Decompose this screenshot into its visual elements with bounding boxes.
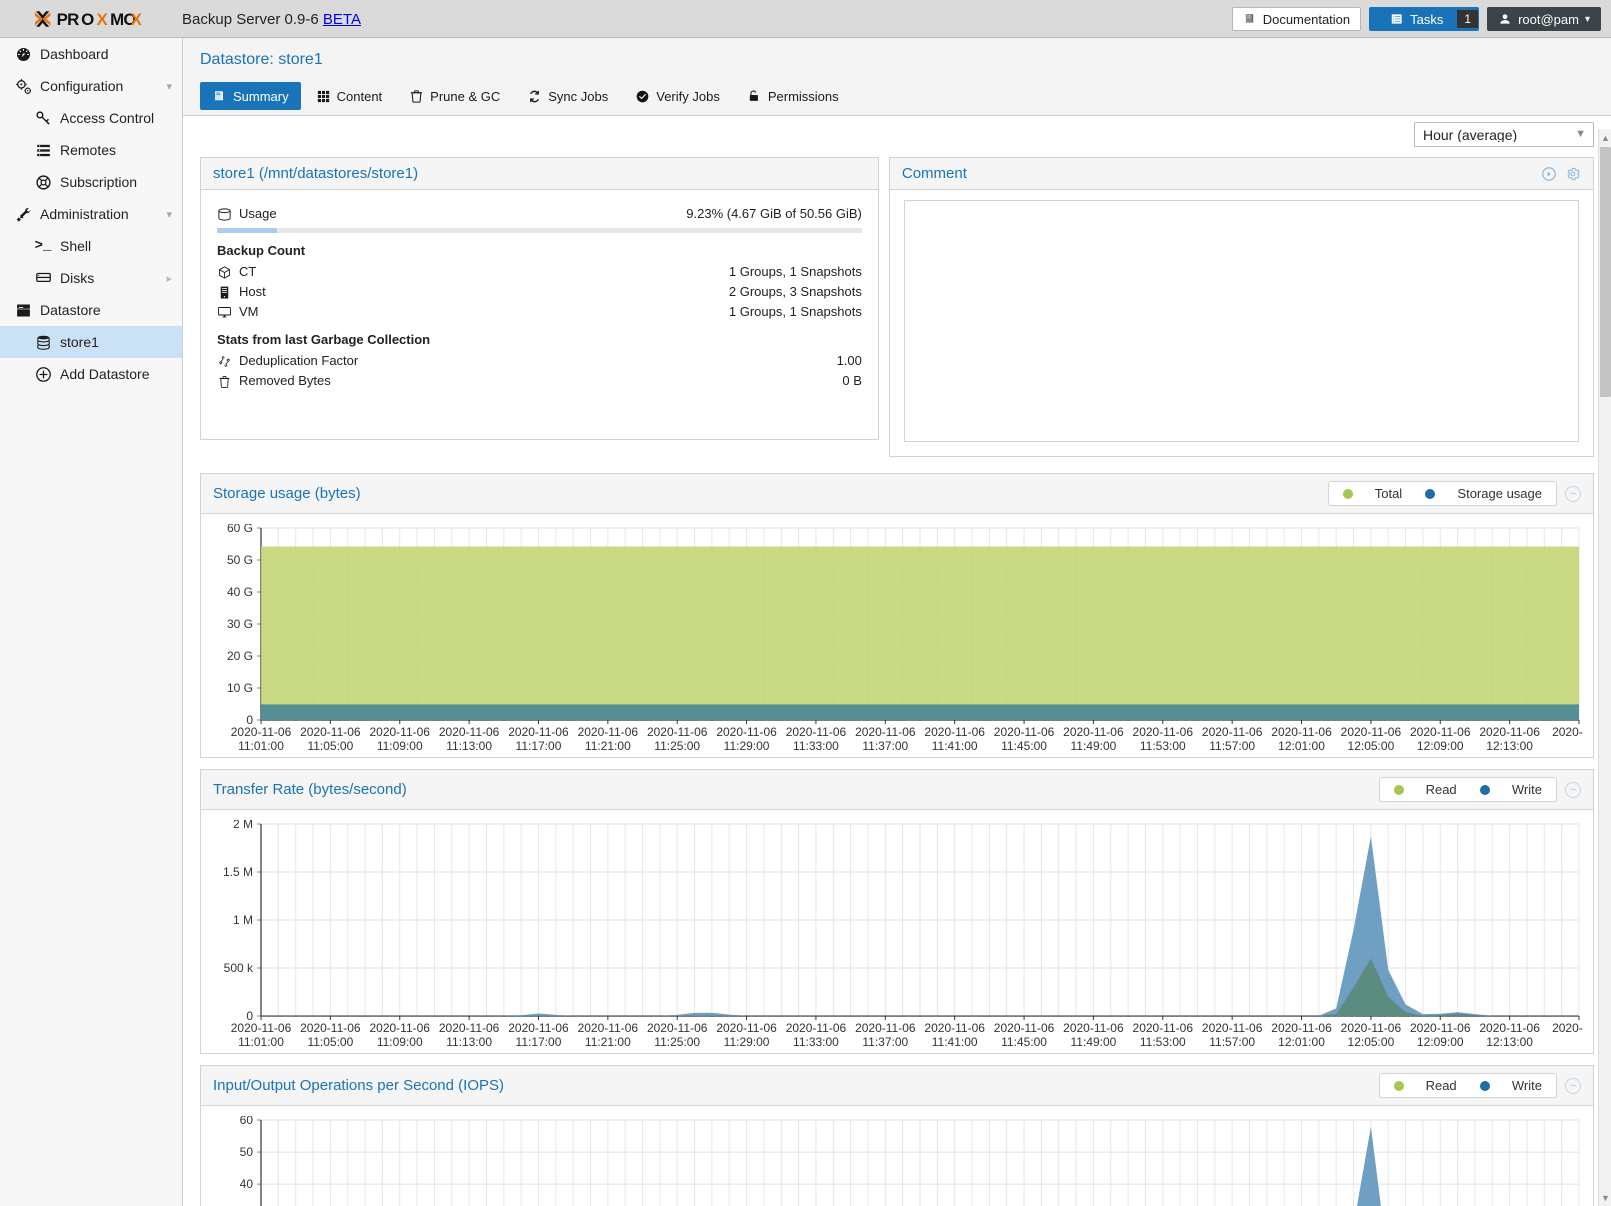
svg-text:11:29:00: 11:29:00 <box>724 739 770 753</box>
svg-text:12:05:00: 12:05:00 <box>1348 1035 1395 1049</box>
svg-text:11:49:00: 11:49:00 <box>1071 739 1117 753</box>
svg-text:2020-11-06: 2020-11-06 <box>924 725 985 739</box>
svg-text:2020-11-06: 2020-11-06 <box>369 725 430 739</box>
svg-text:2020-11-06: 2020-11-06 <box>647 725 708 739</box>
svg-text:2020-11-06: 2020-11-06 <box>508 725 569 739</box>
svg-text:11:01:00: 11:01:00 <box>238 739 284 753</box>
svg-text:11:33:00: 11:33:00 <box>793 739 839 753</box>
svg-text:11:45:00: 11:45:00 <box>1001 1035 1047 1049</box>
svg-text:11:29:00: 11:29:00 <box>724 1035 770 1049</box>
svg-text:2020-11-06: 2020-11-06 <box>231 1021 292 1035</box>
svg-text:500 k: 500 k <box>224 961 254 975</box>
svg-text:2020-11-06: 2020-11-06 <box>1133 1021 1194 1035</box>
svg-text:2020-11-06: 2020-11-06 <box>300 1021 361 1035</box>
svg-text:2020-11-06: 2020-11-06 <box>924 1021 985 1035</box>
svg-text:11:21:00: 11:21:00 <box>585 1035 631 1049</box>
svg-text:50: 50 <box>240 1145 254 1159</box>
svg-text:2020-11-06: 2020-11-06 <box>1133 725 1194 739</box>
svg-text:60: 60 <box>240 1116 254 1127</box>
svg-text:60 G: 60 G <box>227 524 253 535</box>
svg-text:2020-11-06: 2020-11-06 <box>369 1021 430 1035</box>
svg-text:X: X <box>97 10 109 29</box>
svg-text:O: O <box>81 10 94 29</box>
svg-text:1 M: 1 M <box>233 913 253 927</box>
svg-text:2020-11-06: 2020-11-06 <box>231 725 292 739</box>
svg-text:11:05:00: 11:05:00 <box>307 739 353 753</box>
svg-text:2020-11-06: 2020-11-06 <box>1479 1021 1540 1035</box>
svg-text:2020-11-06: 2020-11-06 <box>1341 725 1402 739</box>
svg-text:2020-11-06: 2020-11-06 <box>786 725 847 739</box>
svg-text:2020-11-06: 2020-11-06 <box>1202 1021 1263 1035</box>
svg-text:2020-11-06: 2020-11-06 <box>994 725 1055 739</box>
svg-text:12:01:00: 12:01:00 <box>1278 739 1325 753</box>
svg-text:12:05:00: 12:05:00 <box>1348 739 1395 753</box>
svg-text:2020-11-06: 2020-11-06 <box>578 1021 639 1035</box>
svg-text:2020-11-06: 2020-11-06 <box>1202 725 1263 739</box>
svg-text:2020-11-06: 2020-11-06 <box>716 725 777 739</box>
svg-text:20 G: 20 G <box>227 649 253 663</box>
svg-text:2020-11-06: 2020-11-06 <box>855 725 916 739</box>
svg-text:2020-11-06: 2020-11-06 <box>300 725 361 739</box>
svg-text:2020-11-06: 2020-11-06 <box>1271 725 1332 739</box>
svg-text:2020-11-0: 2020-11-0 <box>1552 725 1583 739</box>
svg-text:40: 40 <box>240 1177 254 1191</box>
svg-text:10 G: 10 G <box>227 681 253 695</box>
svg-text:11:17:00: 11:17:00 <box>516 739 562 753</box>
svg-text:12:13:00: 12:13:00 <box>1486 739 1533 753</box>
svg-text:2020-11-06: 2020-11-06 <box>1271 1021 1332 1035</box>
svg-text:12:09:00: 12:09:00 <box>1417 739 1464 753</box>
svg-text:2020-11-06: 2020-11-06 <box>1341 1021 1402 1035</box>
svg-text:2020-11-06: 2020-11-06 <box>716 1021 777 1035</box>
svg-text:11:21:00: 11:21:00 <box>585 739 631 753</box>
svg-text:2020-11-06: 2020-11-06 <box>439 725 500 739</box>
svg-text:2020-11-06: 2020-11-06 <box>1063 1021 1124 1035</box>
svg-text:11:25:00: 11:25:00 <box>654 1035 700 1049</box>
svg-text:11:41:00: 11:41:00 <box>932 1035 978 1049</box>
svg-text:12:13:00: 12:13:00 <box>1486 1035 1533 1049</box>
svg-text:11:05:00: 11:05:00 <box>307 1035 353 1049</box>
svg-text:11:37:00: 11:37:00 <box>862 739 908 753</box>
svg-text:2020-11-06: 2020-11-06 <box>439 1021 500 1035</box>
svg-text:40 G: 40 G <box>227 585 253 599</box>
svg-text:2 M: 2 M <box>233 820 253 831</box>
svg-text:11:17:00: 11:17:00 <box>516 1035 562 1049</box>
svg-text:11:25:00: 11:25:00 <box>654 739 700 753</box>
svg-text:11:09:00: 11:09:00 <box>377 739 423 753</box>
svg-text:11:09:00: 11:09:00 <box>377 1035 423 1049</box>
svg-text:2020-11-06: 2020-11-06 <box>1063 725 1124 739</box>
svg-text:11:45:00: 11:45:00 <box>1001 739 1047 753</box>
svg-text:2020-11-06: 2020-11-06 <box>508 1021 569 1035</box>
svg-text:1.5 M: 1.5 M <box>223 865 253 879</box>
svg-text:11:37:00: 11:37:00 <box>862 1035 908 1049</box>
svg-text:11:57:00: 11:57:00 <box>1209 739 1255 753</box>
svg-text:11:49:00: 11:49:00 <box>1071 1035 1117 1049</box>
svg-text:2020-11-06: 2020-11-06 <box>1410 725 1471 739</box>
svg-text:11:13:00: 11:13:00 <box>446 1035 492 1049</box>
svg-text:11:53:00: 11:53:00 <box>1140 739 1186 753</box>
svg-text:2020-11-06: 2020-11-06 <box>647 1021 708 1035</box>
svg-text:2020-11-06: 2020-11-06 <box>1410 1021 1471 1035</box>
svg-text:11:57:00: 11:57:00 <box>1209 1035 1255 1049</box>
svg-text:50 G: 50 G <box>227 553 253 567</box>
svg-text:11:13:00: 11:13:00 <box>446 739 492 753</box>
svg-text:11:33:00: 11:33:00 <box>793 1035 839 1049</box>
svg-text:X: X <box>131 10 143 29</box>
svg-text:11:41:00: 11:41:00 <box>932 739 978 753</box>
svg-text:2020-11-0: 2020-11-0 <box>1552 1021 1583 1035</box>
svg-text:2020-11-06: 2020-11-06 <box>855 1021 916 1035</box>
svg-text:11:53:00: 11:53:00 <box>1140 1035 1186 1049</box>
svg-text:PR: PR <box>57 10 80 29</box>
svg-text:2020-11-06: 2020-11-06 <box>786 1021 847 1035</box>
svg-text:2020-11-06: 2020-11-06 <box>1479 725 1540 739</box>
svg-text:12:01:00: 12:01:00 <box>1278 1035 1325 1049</box>
svg-text:11:01:00: 11:01:00 <box>238 1035 284 1049</box>
svg-text:12:09:00: 12:09:00 <box>1417 1035 1464 1049</box>
svg-text:2020-11-06: 2020-11-06 <box>994 1021 1055 1035</box>
svg-text:2020-11-06: 2020-11-06 <box>578 725 639 739</box>
svg-text:30 G: 30 G <box>227 617 253 631</box>
